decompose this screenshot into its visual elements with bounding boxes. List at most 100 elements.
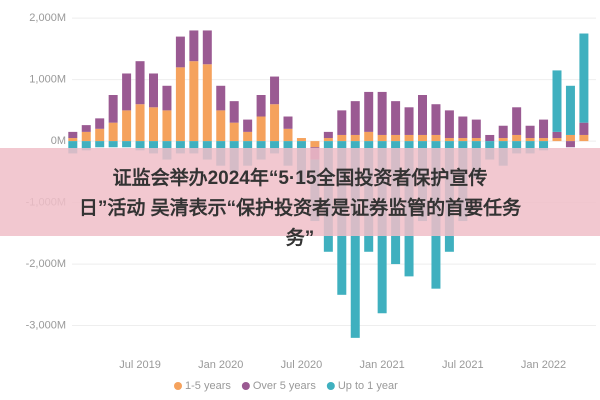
bar-segment (471, 138, 481, 142)
bar-segment (175, 67, 185, 142)
bar-segment (135, 61, 145, 105)
legend-label: 1-5 years (185, 380, 231, 392)
bar-segment (323, 131, 333, 139)
bar-segment (525, 138, 535, 142)
bar-segment (565, 134, 575, 142)
x-tick-label: Jan 2022 (521, 359, 566, 371)
bar-segment (68, 138, 78, 142)
bar-segment (108, 122, 118, 142)
bar-segment (525, 141, 535, 154)
bar-segment (552, 131, 562, 139)
bar-segment (552, 138, 562, 142)
legend-marker (326, 382, 335, 390)
x-tick-label: Jul 2021 (442, 359, 484, 371)
bar-segment (283, 128, 293, 142)
bar-segment (458, 138, 468, 142)
bar-segment (350, 141, 360, 338)
bar-segment (350, 134, 360, 142)
bar-segment (471, 119, 481, 139)
bar-segment (162, 85, 172, 111)
bar-segment (108, 141, 118, 148)
bar-segment (202, 30, 212, 65)
x-tick-label: Jan 2021 (360, 359, 405, 371)
bar-segment (404, 107, 414, 135)
bar-segment (122, 110, 132, 142)
bar-segment (512, 134, 522, 142)
headline: 务” (286, 226, 315, 249)
bar-segment (175, 36, 185, 68)
bar-segment (512, 107, 522, 135)
bar-segment (350, 101, 360, 135)
bar-segment (337, 110, 347, 135)
bar-segment (539, 138, 549, 142)
bar-segment (95, 118, 105, 129)
bar-segment (122, 73, 132, 111)
bar-segment (95, 128, 105, 142)
headline-band (0, 148, 600, 236)
bar-segment (149, 141, 158, 154)
bar-segment (418, 134, 427, 142)
bar-segment (579, 134, 589, 142)
bar-segment (377, 134, 387, 142)
bar-segment (189, 61, 199, 142)
bar-segment (283, 116, 293, 129)
bar-segment (498, 138, 508, 142)
bar-segment (122, 141, 132, 148)
bar-segment (189, 30, 199, 62)
bar-segment (377, 91, 387, 135)
bar-segment (525, 125, 535, 139)
bar-segment (579, 33, 589, 123)
bar-segment (162, 110, 172, 142)
bar-segment (135, 104, 145, 142)
bar-segment (68, 131, 78, 139)
x-tick-label: Jan 2020 (198, 359, 243, 371)
bar-segment (323, 138, 333, 142)
bar-segment (444, 110, 454, 139)
bar-segment (391, 134, 401, 142)
bar-segment (565, 85, 575, 135)
bar-segment (364, 91, 374, 132)
legend-label: Up to 1 year (338, 380, 398, 392)
y-tick-label: 2,000M (29, 12, 66, 24)
bar-segment (135, 141, 145, 151)
bar-segment (256, 95, 266, 117)
bar-segment (243, 119, 253, 132)
bar-segment (81, 125, 91, 132)
bar-segment (202, 64, 212, 142)
x-tick-label: Jul 2019 (119, 359, 161, 371)
y-tick-label: 1,000M (29, 74, 66, 86)
bar-segment (243, 131, 253, 142)
bar-segment (149, 73, 158, 108)
bar-segment (512, 141, 522, 154)
bar-segment (229, 101, 239, 123)
bar-segment (229, 122, 239, 142)
bar-segment (189, 141, 199, 154)
bar-segment (68, 141, 78, 154)
bar-segment (270, 76, 280, 105)
y-tick-label: -2,000M (26, 258, 66, 270)
bar-segment (418, 95, 427, 135)
bar-segment (444, 138, 454, 142)
bar-segment (404, 134, 414, 142)
bar-segment (364, 131, 374, 142)
bar-segment (565, 141, 575, 148)
bar-segment (337, 134, 347, 142)
legend-marker (241, 382, 250, 390)
bar-segment (81, 131, 91, 142)
headline: 证监会举办2024年“5·15全国投资者保护宣传 (113, 166, 488, 189)
bar-segment (391, 101, 401, 135)
bar-segment (108, 95, 118, 123)
bar-segment (81, 141, 91, 151)
bar-segment (579, 122, 589, 135)
bar-segment (296, 138, 306, 142)
bar-segment (216, 110, 226, 142)
headline: 日”活动 吴清表示“保护投资者是证券监管的首要任务 (79, 196, 522, 219)
bar-segment (310, 141, 320, 148)
bar-segment (552, 70, 562, 132)
bar-segment (539, 119, 549, 139)
x-tick-label: Jul 2020 (281, 359, 323, 371)
bar-segment (216, 85, 226, 111)
bar-segment (458, 116, 468, 139)
bar-segment (95, 141, 105, 148)
